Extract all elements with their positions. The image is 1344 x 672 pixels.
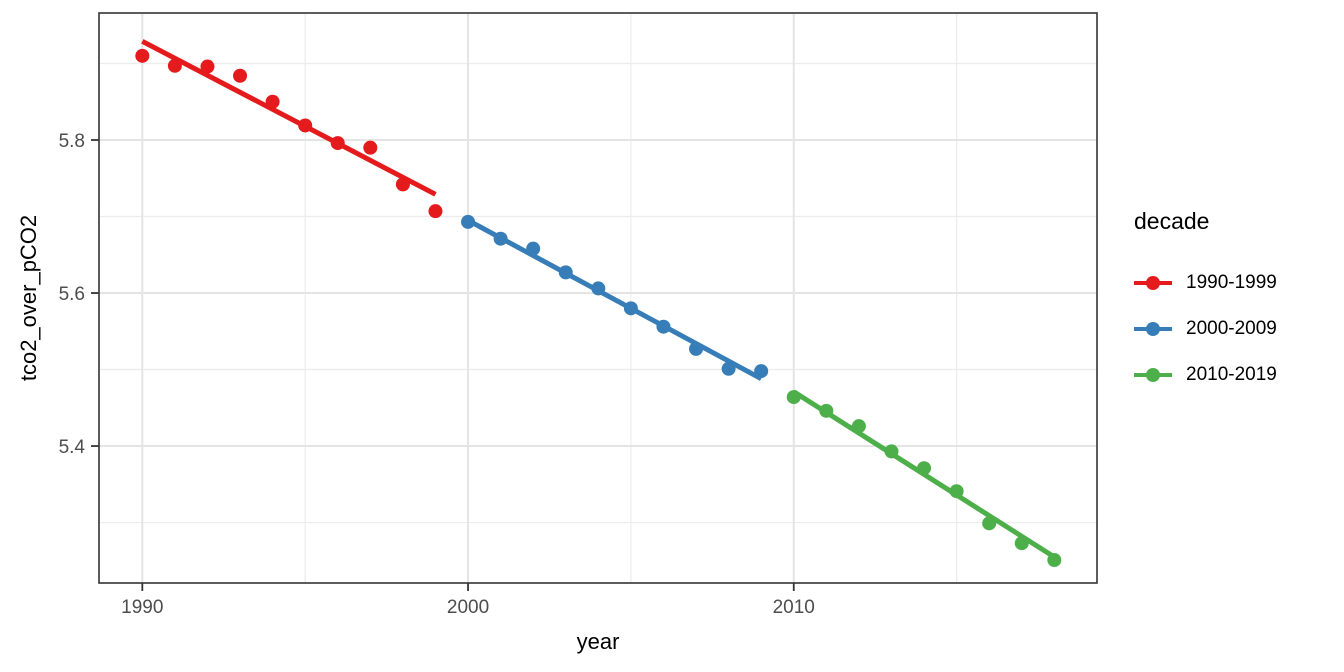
data-point (558, 265, 573, 280)
legend-item: 2010-2019 (1134, 352, 1277, 398)
trend-line (466, 218, 763, 381)
y-axis-title: tco2_over_pCO2 (16, 215, 41, 381)
x-axis-tick-label: 1990 (121, 597, 163, 618)
data-point (851, 419, 866, 434)
data-point (428, 204, 443, 219)
legend-items: 1990-1999 2000-2009 2010-2019 (1134, 260, 1277, 398)
y-axis-tick-label: 5.6 (59, 284, 85, 305)
data-point (917, 461, 932, 476)
data-point (884, 444, 899, 459)
data-point (786, 390, 801, 405)
axis-tick-labels-layer: 1990 2000 2010 5.4 5.6 5.8 (59, 131, 815, 618)
data-point (330, 136, 345, 151)
y-axis-tick-label: 5.8 (59, 131, 85, 152)
data-point (754, 364, 769, 379)
legend-item-label: 2010-2019 (1186, 364, 1277, 385)
data-point (623, 301, 638, 316)
data-point (526, 241, 541, 256)
legend-item-label: 2000-2009 (1186, 318, 1277, 339)
data-point (363, 140, 378, 155)
legend-title: decade (1134, 208, 1210, 234)
data-point (167, 58, 182, 73)
data-point (1014, 536, 1029, 551)
legend-item-label: 1990-1999 (1186, 272, 1277, 293)
legend-key-dot (1146, 368, 1160, 382)
legend-item: 2000-2009 (1134, 306, 1277, 352)
y-axis-tick-label: 5.4 (59, 437, 86, 458)
data-point (395, 177, 410, 192)
x-axis-tick-label: 2000 (447, 597, 489, 618)
data-point (1047, 553, 1062, 568)
legend-key-icon (1134, 275, 1172, 291)
data-point (591, 281, 606, 296)
data-point (298, 118, 313, 133)
axis-ticks-layer (91, 139, 795, 591)
data-point (265, 94, 280, 109)
data-point (982, 516, 997, 531)
data-point (200, 59, 215, 74)
gridlines-layer (99, 13, 1097, 583)
legend: decade 1990-1999 2000-2009 2010-2019 (1134, 208, 1277, 398)
data-point (461, 214, 476, 229)
trend-lines-layer (141, 39, 1056, 560)
legend-key-dot (1146, 276, 1160, 290)
data-point (233, 68, 248, 83)
data-point (493, 231, 508, 246)
data-point (721, 361, 736, 376)
data-point (819, 403, 834, 418)
points-layer (135, 48, 1062, 568)
data-point (689, 341, 704, 356)
data-point (949, 484, 964, 499)
legend-item: 1990-1999 (1134, 260, 1277, 306)
x-axis-title: year (577, 629, 620, 654)
legend-key-dot (1146, 322, 1160, 336)
x-axis-tick-label: 2010 (773, 597, 815, 618)
data-point (656, 319, 671, 334)
data-point (135, 48, 150, 63)
legend-key-icon (1134, 367, 1172, 383)
panel-border (98, 12, 1098, 584)
legend-key-icon (1134, 321, 1172, 337)
trend-line (141, 39, 437, 197)
